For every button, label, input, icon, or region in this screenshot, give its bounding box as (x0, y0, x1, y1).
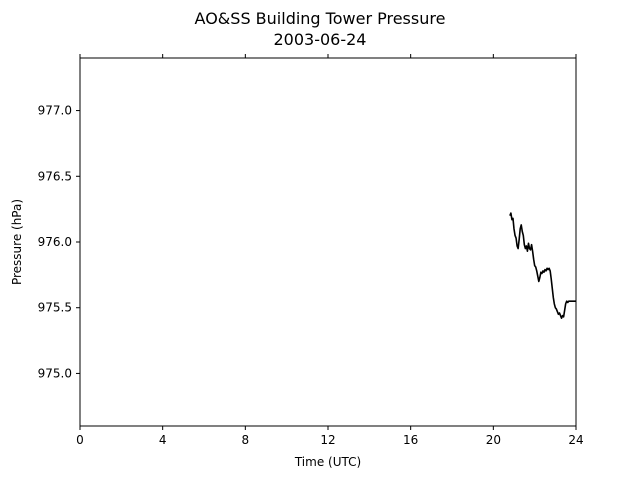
y-tick-label: 977.0 (38, 104, 72, 118)
y-tick-label: 975.5 (38, 301, 72, 315)
y-axis: 975.0 975.5 976.0 976.5 977.0 (38, 104, 80, 380)
x-tick-label: 0 (76, 433, 84, 447)
pressure-series-line (509, 212, 576, 320)
x-tick-label: 24 (568, 433, 583, 447)
x-axis: 0 4 8 12 16 20 24 (76, 54, 584, 447)
chart-title: AO&SS Building Tower Pressure (195, 9, 446, 28)
y-tick-label: 976.0 (38, 235, 72, 249)
x-tick-label: 16 (403, 433, 418, 447)
x-tick-label: 12 (320, 433, 335, 447)
x-tick-label: 8 (242, 433, 250, 447)
plot-frame (79, 57, 577, 427)
x-tick-label: 4 (159, 433, 167, 447)
series-layer (509, 212, 576, 320)
y-tick-label: 975.0 (38, 366, 72, 380)
y-axis-label: Pressure (hPa) (10, 199, 24, 285)
x-tick-label: 20 (486, 433, 501, 447)
x-axis-label: Time (UTC) (294, 455, 361, 469)
y-tick-label: 976.5 (38, 169, 72, 183)
chart-subtitle: 2003-06-24 (274, 30, 367, 49)
